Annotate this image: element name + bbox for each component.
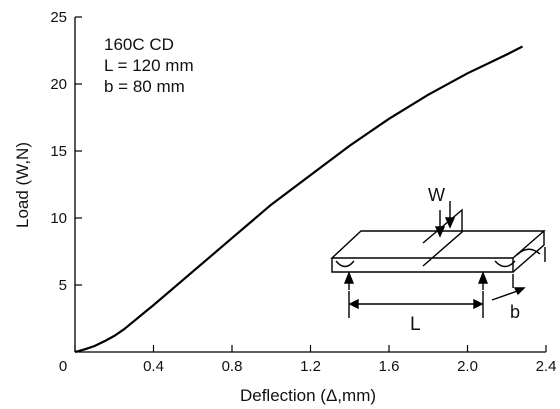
y-tick-label: 10 — [50, 210, 67, 227]
x-tick-label: 1.6 — [379, 358, 400, 375]
annotation-line-3: b = 80 mm — [104, 77, 185, 96]
support-arrow-right-head — [477, 271, 489, 284]
specimen-flute-right — [494, 260, 516, 268]
x-tick-label: 0 — [59, 358, 67, 375]
load-arrow-right-head — [444, 217, 456, 229]
ticks: 0 0.4 0.8 1.2 1.6 2.0 2.4 5 10 15 20 25 — [50, 9, 556, 375]
specimen-diagram — [330, 201, 546, 318]
specimen-flute-left — [335, 260, 355, 268]
x-axis-label: Deflection (Δ,mm) — [240, 386, 376, 405]
series-line — [74, 45, 523, 354]
specimen-top-face — [330, 230, 546, 259]
y-axis-label: Load (W,N) — [13, 142, 32, 228]
load-label: W — [428, 185, 445, 205]
specimen-front-face — [331, 258, 514, 273]
annotation-line-1: 160C CD — [104, 35, 174, 54]
x-tick-label: 0.4 — [143, 358, 164, 375]
y-tick-label: 15 — [50, 143, 67, 160]
specimen-right-face — [512, 231, 545, 273]
y-tick-label: 25 — [50, 9, 67, 26]
x-tick-label: 1.2 — [300, 358, 321, 375]
x-tick-label: 2.0 — [457, 358, 478, 375]
support-arrow-left-head — [343, 271, 355, 284]
span-dimension-head-right — [473, 298, 484, 310]
width-dimension-head — [513, 287, 526, 296]
y-tick-label: 20 — [50, 76, 67, 93]
y-tick-label: 5 — [59, 277, 67, 294]
specimen-flute-end — [516, 248, 541, 256]
span-label: L — [410, 314, 421, 335]
x-tick-label: 0.8 — [222, 358, 243, 375]
load-arrow-left-head — [434, 226, 446, 238]
width-label: b — [510, 302, 520, 322]
span-dimension-head-left — [348, 298, 359, 310]
annotation-line-2: L = 120 mm — [104, 56, 194, 75]
x-tick-label: 2.4 — [536, 358, 557, 375]
